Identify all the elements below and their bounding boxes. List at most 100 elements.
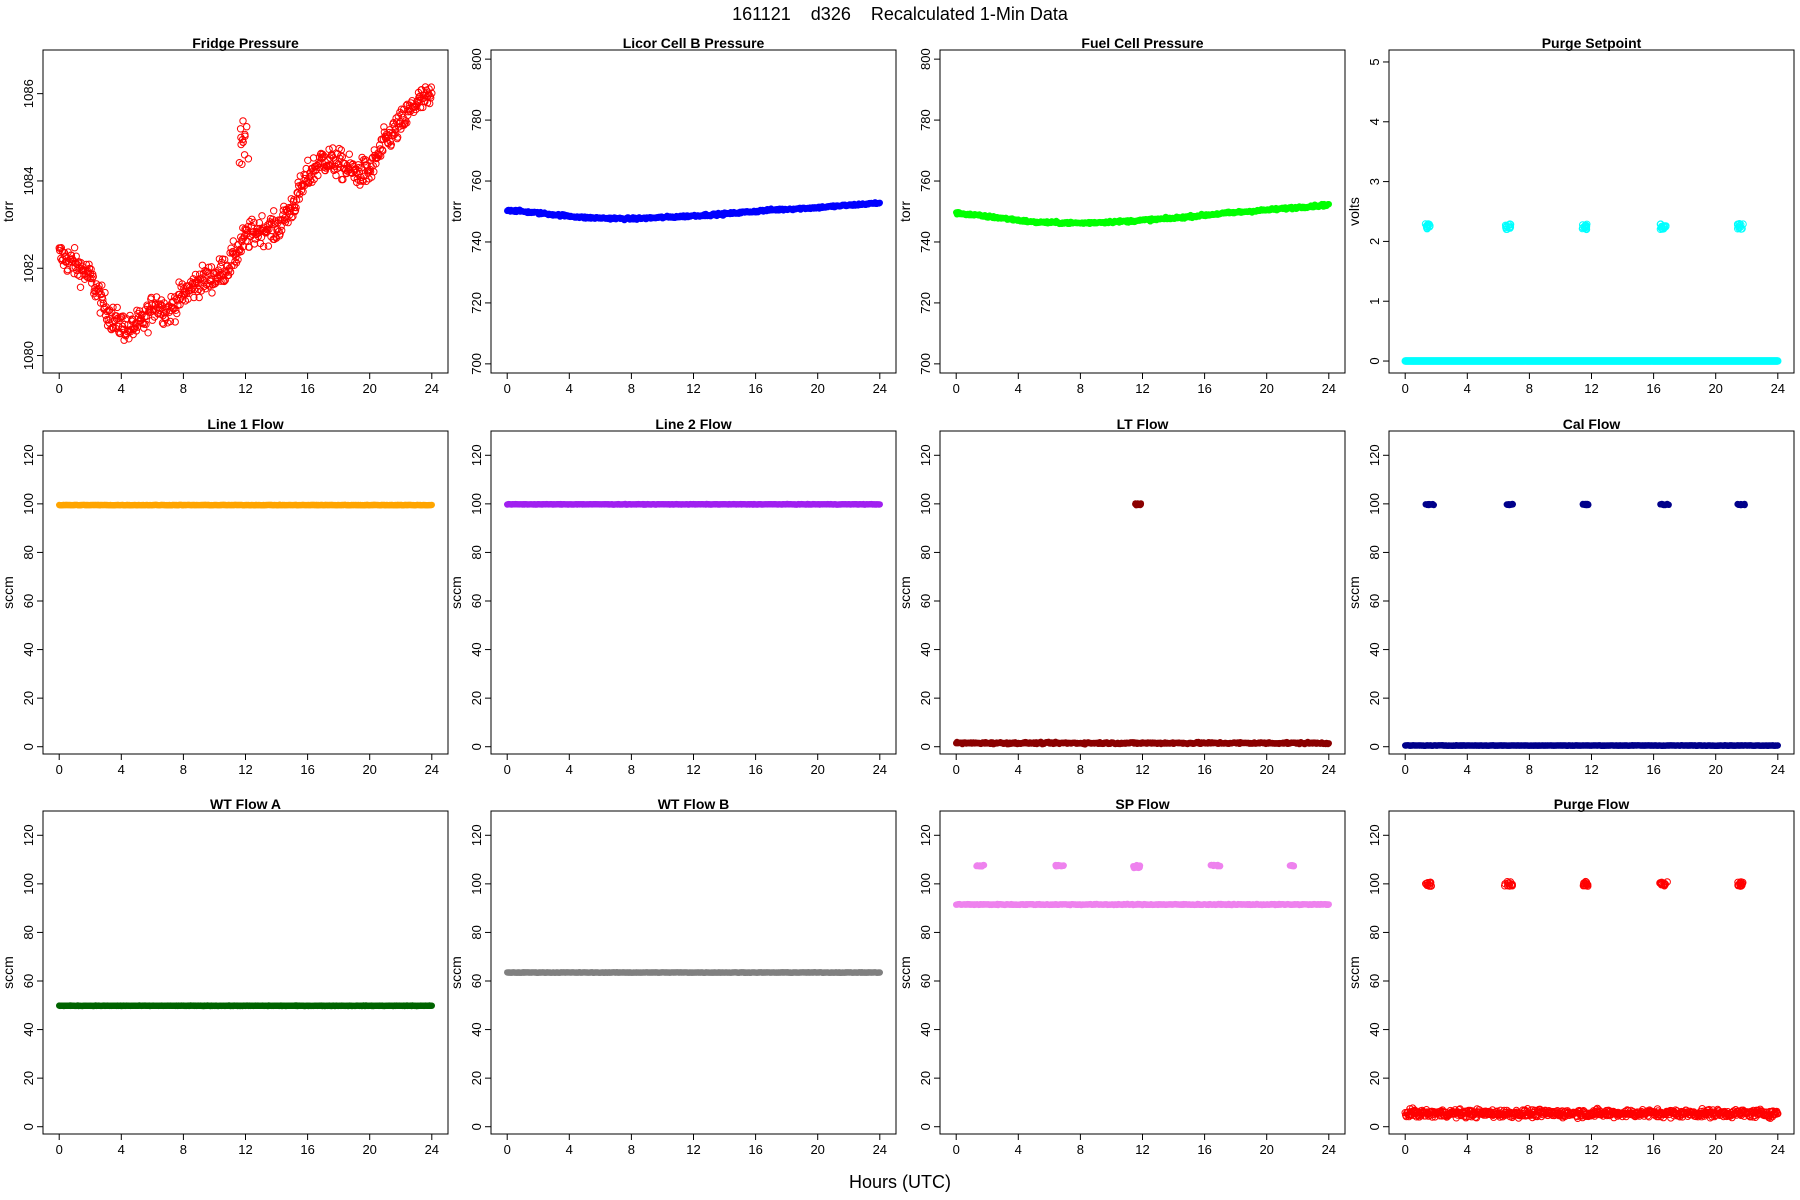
data-point (70, 244, 79, 252)
x-tick-label: 24 (1322, 762, 1336, 777)
y-tick-label: 0 (1367, 743, 1382, 750)
plot-frame (1388, 49, 1795, 374)
data-point (394, 133, 402, 141)
y-tick-label: 2 (1367, 238, 1382, 245)
data-point (195, 293, 203, 302)
data-point (85, 260, 93, 268)
x-tick-label: 20 (1708, 381, 1722, 396)
y-tick-label: 740 (469, 231, 484, 253)
data-point (428, 89, 436, 98)
x-tick-label: 24 (1771, 762, 1785, 777)
x-tick-label: 12 (238, 381, 252, 396)
y-axis-label: torr (897, 201, 913, 222)
x-tick-label: 0 (56, 762, 63, 777)
y-tick-label: 4 (1367, 118, 1382, 125)
data-point (221, 255, 229, 264)
data-point (196, 270, 204, 278)
data-point (319, 150, 327, 159)
data-point (428, 501, 435, 509)
x-tick-label: 0 (1402, 762, 1409, 777)
data-point (229, 237, 238, 245)
panel-title: WT Flow A (210, 796, 281, 812)
y-tick-label: 0 (918, 743, 933, 750)
y-tick-label: 80 (21, 925, 36, 939)
data-point (325, 161, 334, 169)
plot-frame (490, 430, 897, 755)
data-series (953, 500, 1333, 748)
panel-title: Line 1 Flow (207, 416, 283, 432)
figure-title: 161121 d326 Recalculated 1-Min Data (732, 4, 1068, 24)
panel-title: Licor Cell B Pressure (623, 35, 765, 51)
data-point (171, 318, 179, 326)
data-point (1579, 501, 1587, 508)
data-series (504, 500, 883, 508)
data-point (237, 247, 245, 256)
data-point (329, 144, 337, 152)
y-tick-label: 0 (21, 743, 36, 750)
data-point (332, 171, 340, 180)
data-point (412, 105, 420, 114)
data-point (339, 175, 347, 184)
data-point (77, 259, 85, 267)
data-point (94, 289, 102, 297)
x-tick-label: 4 (118, 762, 125, 777)
data-point (876, 501, 883, 508)
x-tick-label: 8 (180, 381, 187, 396)
data-point (190, 293, 198, 302)
data-point (60, 249, 69, 257)
data-point (175, 290, 184, 299)
data-point (289, 212, 297, 221)
x-tick-label: 16 (1197, 381, 1211, 396)
y-axis-label: sccm (0, 956, 16, 989)
y-tick-label: 5 (1367, 58, 1382, 65)
data-series (953, 200, 1333, 228)
y-tick-label: 780 (469, 109, 484, 131)
y-tick-label: 1084 (21, 166, 36, 195)
y-tick-label: 760 (918, 170, 933, 192)
x-tick-label: 24 (873, 762, 887, 777)
data-point (1325, 201, 1333, 208)
data-point (237, 233, 245, 241)
y-axis-label: sccm (448, 576, 464, 609)
data-point (238, 160, 246, 169)
y-axis-label: sccm (0, 576, 16, 609)
data-point (379, 147, 387, 155)
y-tick-label: 740 (918, 231, 933, 253)
data-point (344, 167, 352, 175)
y-tick-label: 1080 (21, 341, 36, 370)
data-point (109, 303, 117, 311)
plot-frame (939, 430, 1346, 755)
x-tick-label: 24 (425, 1142, 439, 1157)
data-point (1430, 501, 1438, 509)
x-tick-label: 16 (748, 381, 762, 396)
data-point (258, 212, 266, 220)
data-point (98, 281, 106, 289)
y-tick-label: 760 (469, 170, 484, 192)
data-point (99, 295, 107, 304)
x-tick-label: 12 (1135, 381, 1149, 396)
x-tick-label: 12 (238, 1142, 252, 1157)
plot-frame (42, 810, 449, 1135)
data-point (156, 300, 165, 308)
data-point (142, 312, 151, 320)
data-point (337, 152, 345, 160)
data-point (241, 130, 249, 139)
data-point (355, 163, 363, 172)
data-series (56, 501, 435, 509)
data-point (1660, 501, 1667, 509)
data-point (387, 141, 395, 149)
y-tick-label: 20 (469, 691, 484, 705)
data-point (276, 230, 284, 238)
y-tick-label: 700 (469, 353, 484, 375)
y-tick-label: 60 (21, 594, 36, 608)
data-point (268, 226, 276, 235)
data-point (335, 144, 343, 153)
data-point (87, 265, 95, 273)
data-point (1135, 501, 1142, 509)
data-point (140, 324, 148, 332)
data-point (240, 151, 249, 159)
data-point (288, 213, 296, 222)
